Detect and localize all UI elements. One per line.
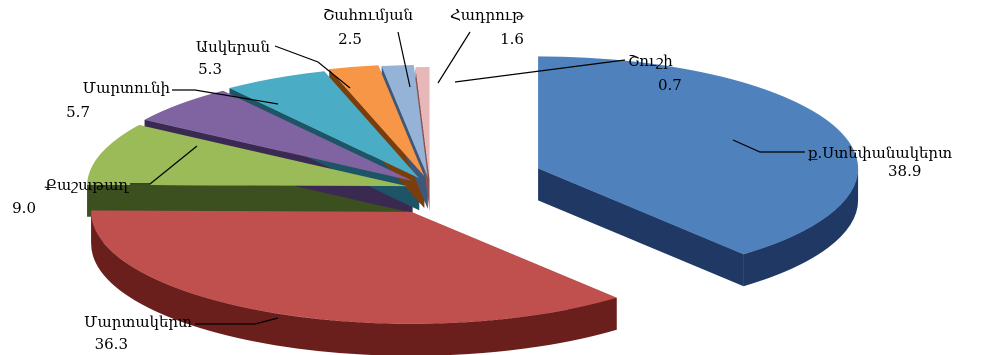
slice-side <box>743 168 859 287</box>
slice-value-label: 0.7 <box>658 76 682 94</box>
pie-slice <box>381 64 428 177</box>
leader-line <box>172 89 279 105</box>
slice-name-label: Հադրութ <box>450 6 525 24</box>
slice-name-label: Քաշաթաղ <box>44 176 129 194</box>
slice-value-label: 36.3 <box>95 335 128 353</box>
slice-value-label: 5.3 <box>198 60 222 78</box>
slice-value-label: 2.5 <box>338 30 362 48</box>
pie-slice <box>415 67 430 180</box>
slice-name-label: Շուշի <box>628 52 673 70</box>
slice-value-label: 9.0 <box>12 199 36 217</box>
pie-slice <box>144 90 413 181</box>
slice-name-label: ք.Ստեփանակերտ <box>808 144 952 162</box>
slice-value-label: 38.9 <box>888 162 921 180</box>
slice-value-label: 5.7 <box>66 103 90 121</box>
leader-line <box>397 31 411 88</box>
slice-name-label: Մարտունի <box>83 79 171 97</box>
slice-name-label: Շահումյան <box>323 6 414 24</box>
leader-line <box>195 317 279 325</box>
pie-slice <box>538 56 859 255</box>
slice-side <box>91 211 617 355</box>
leader-line <box>454 59 626 83</box>
slice-name-label: Մարտակերտ <box>84 313 192 331</box>
leader-line <box>130 145 198 185</box>
slice-tops <box>87 56 859 324</box>
pie-slice <box>329 65 425 177</box>
leader-line <box>274 45 351 89</box>
leader-line <box>437 31 471 84</box>
slice-cut-face <box>538 168 744 287</box>
pie-slice <box>91 210 617 324</box>
pie-slice <box>229 71 420 179</box>
slice-name-label: Ասկերան <box>196 38 271 56</box>
leader-line <box>732 139 805 153</box>
slice-value-label: 1.6 <box>500 30 524 48</box>
